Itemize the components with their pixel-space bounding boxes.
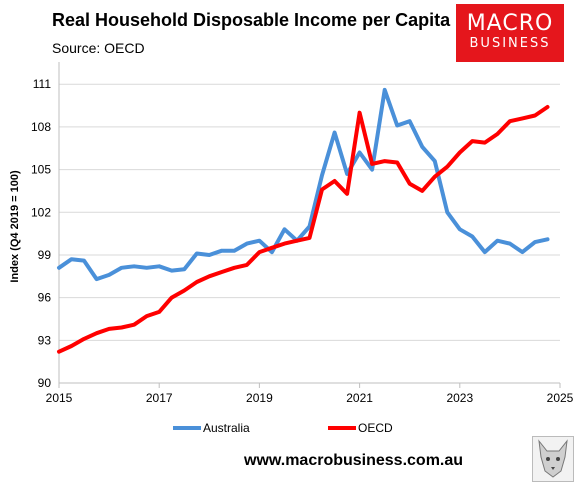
- y-tick-label: 108: [31, 120, 51, 134]
- y-tick-label: 90: [38, 376, 52, 390]
- x-tick-label: 2015: [46, 391, 73, 405]
- x-tick-label: 2019: [246, 391, 273, 405]
- legend-label-australia: Australia: [203, 421, 250, 435]
- series-line-australia: [57, 87, 550, 282]
- y-tick-label: 105: [31, 163, 51, 177]
- x-tick-label: 2025: [547, 391, 574, 405]
- y-tick-label: 96: [38, 291, 52, 305]
- legend-label-oecd: OECD: [358, 421, 393, 435]
- wolf-logo-icon: [532, 436, 574, 482]
- logo-line2: BUSINESS: [469, 36, 551, 51]
- y-tick-label: 99: [38, 248, 52, 262]
- macrobusiness-logo: MACRO BUSINESS: [456, 4, 564, 62]
- y-tick-label: 102: [31, 205, 51, 219]
- y-tick-label: 111: [33, 77, 52, 91]
- logo-line1: MACRO: [466, 11, 554, 36]
- x-tick-label: 2023: [446, 391, 473, 405]
- y-axis-label: Index (Q4 2019 = 100): [9, 170, 21, 283]
- y-tick-label: 93: [38, 333, 52, 347]
- x-tick-label: 2021: [346, 391, 373, 405]
- chart-title: Real Household Disposable Income per Cap…: [52, 10, 451, 30]
- x-tick-label: 2017: [146, 391, 173, 405]
- website-url: www.macrobusiness.com.au: [244, 452, 464, 469]
- series-line-oecd: [57, 105, 550, 354]
- chart-subtitle: Source: OECD: [52, 40, 145, 56]
